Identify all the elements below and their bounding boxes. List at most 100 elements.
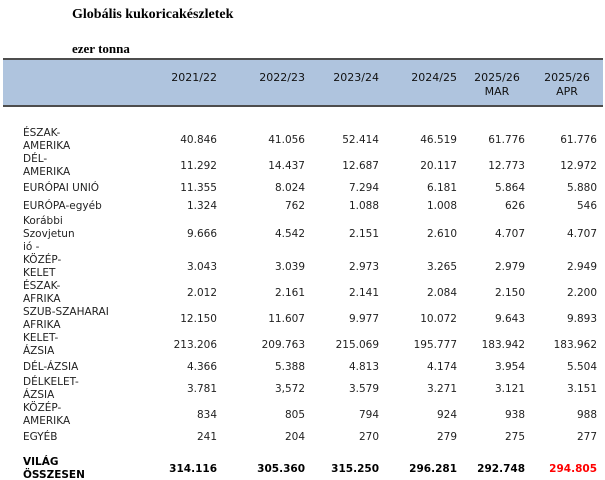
cell: 2.141 [348, 286, 379, 299]
cell: 9.643 [494, 312, 525, 325]
cell: 5.504 [566, 360, 597, 373]
cell: 4.174 [426, 360, 457, 373]
row-label: Korábbi Szovjetun ió - [23, 215, 75, 253]
cell: 3.121 [494, 382, 525, 395]
cell: 3.039 [274, 260, 305, 273]
cell: 40.846 [180, 133, 217, 146]
cell: 6.181 [426, 181, 457, 194]
cell: 2.150 [494, 286, 525, 299]
cell: 270 [358, 430, 379, 443]
table-row: ÉSZAK- AMERIKA 40.846 41.056 52.414 46.5… [3, 127, 603, 153]
cell: 10.072 [420, 312, 457, 325]
cell: 14.437 [268, 159, 305, 172]
cell: 2.200 [566, 286, 597, 299]
spacer-row [3, 106, 603, 127]
cell: 2.610 [426, 228, 457, 240]
cell: 9.977 [348, 312, 379, 325]
row-label: DÉL- AMERIKA [23, 153, 71, 178]
cell: 41.056 [268, 133, 305, 146]
row-label: DÉL-ÁZSIA [23, 360, 79, 373]
cell: 938 [504, 408, 525, 421]
row-label: ÉSZAK- AFRIKA [23, 280, 61, 305]
cell: 11.292 [180, 159, 217, 172]
cell: 3.579 [348, 382, 379, 395]
total-row: VILÁG ÖSSZESEN 314.116 305.360 315.250 2… [3, 456, 603, 480]
cell: 215.069 [335, 338, 379, 351]
cell: 924 [436, 408, 457, 421]
row-label: EURÓPAI UNIÓ [23, 181, 100, 194]
cell: 762 [284, 199, 305, 212]
cell: 1.088 [348, 199, 379, 212]
table-row: Korábbi Szovjetun ió - 9.666 4.542 2.151… [3, 215, 603, 254]
cell: 5.880 [566, 181, 597, 194]
row-label: KELET- ÁZSIA [23, 332, 59, 357]
cell: 241 [196, 430, 217, 443]
cell: 3.271 [426, 382, 457, 395]
header-empty [3, 59, 121, 106]
cell: 2.012 [186, 286, 217, 299]
cell: 279 [436, 430, 457, 443]
cell: 5.388 [274, 360, 305, 373]
cell: 3.954 [494, 360, 525, 373]
unit-label: ezer tonna [72, 41, 130, 56]
cell: 4.707 [494, 228, 525, 240]
total-cell: 296.281 [409, 462, 457, 475]
cell: 277 [576, 430, 597, 443]
header-2025-26-apr: 2025/26 APR [544, 71, 590, 98]
cell: 2.161 [274, 286, 305, 299]
table-row: DÉLKELET- ÁZSIA 3.781 3,572 3.579 3.271 … [3, 376, 603, 402]
header-2025-26-mar: 2025/26 MAR [474, 71, 520, 98]
gap-row [3, 446, 603, 456]
cell: 805 [284, 408, 305, 421]
cell: 12.972 [560, 159, 597, 172]
cell: 204 [284, 430, 305, 443]
total-row-label: VILÁG ÖSSZESEN [23, 456, 85, 480]
cell: 4.813 [348, 360, 379, 373]
cell: 209.763 [261, 338, 305, 351]
table-row: EGYÉB 241 204 270 279 275 277 [3, 428, 603, 446]
stocks-table: 2021/22 2022/23 2023/24 2024/25 2025/26 … [3, 58, 603, 480]
cell: 626 [504, 199, 525, 212]
cell: 275 [504, 430, 525, 443]
cell: 3.265 [426, 260, 457, 273]
table-header-row: 2021/22 2022/23 2023/24 2024/25 2025/26 … [3, 59, 603, 106]
cell: 61.776 [488, 133, 525, 146]
table-row: KÖZÉP- KELET 3.043 3.039 2.973 3.265 2.9… [3, 254, 603, 280]
cell: 3.781 [186, 382, 217, 395]
cell: 52.414 [342, 133, 379, 146]
cell: 46.519 [420, 133, 457, 146]
cell: 3.151 [566, 382, 597, 395]
total-cell-highlighted: 294.805 [549, 462, 597, 475]
row-label: ÉSZAK- AMERIKA [23, 127, 71, 152]
cell: 11.355 [180, 181, 217, 194]
row-label: KÖZÉP- AMERIKA [23, 402, 71, 427]
cell: 8.024 [274, 181, 305, 194]
table-row: KELET- ÁZSIA 213.206 209.763 215.069 195… [3, 332, 603, 358]
cell: 1.008 [426, 199, 457, 212]
row-label: KÖZÉP- KELET [23, 254, 62, 279]
cell: 2.151 [348, 228, 379, 240]
row-label: DÉLKELET- ÁZSIA [23, 376, 79, 401]
cell: 546 [576, 199, 597, 212]
total-cell: 314.116 [169, 462, 217, 475]
cell: 11.607 [268, 312, 305, 325]
cell: 2.084 [426, 286, 457, 299]
cell: 4.707 [566, 228, 597, 240]
cell: 9.666 [186, 228, 217, 240]
cell: 12.773 [488, 159, 525, 172]
total-cell: 292.748 [477, 462, 525, 475]
cell: 4.542 [274, 228, 305, 240]
cell: 12.150 [180, 312, 217, 325]
cell: 7.294 [348, 181, 379, 194]
row-label: EGYÉB [23, 430, 58, 443]
cell: 834 [196, 408, 217, 421]
cell: 183.962 [553, 338, 597, 351]
table-row: EURÓPA-egyéb 1.324 762 1.088 1.008 626 5… [3, 197, 603, 215]
cell: 1.324 [186, 199, 217, 212]
cell: 3,572 [274, 382, 305, 395]
cell: 213.206 [173, 338, 217, 351]
cell: 2.949 [566, 260, 597, 273]
row-label: EURÓPA-egyéb [23, 199, 102, 212]
cell: 183.942 [481, 338, 525, 351]
header-2023-24: 2023/24 [333, 71, 379, 84]
